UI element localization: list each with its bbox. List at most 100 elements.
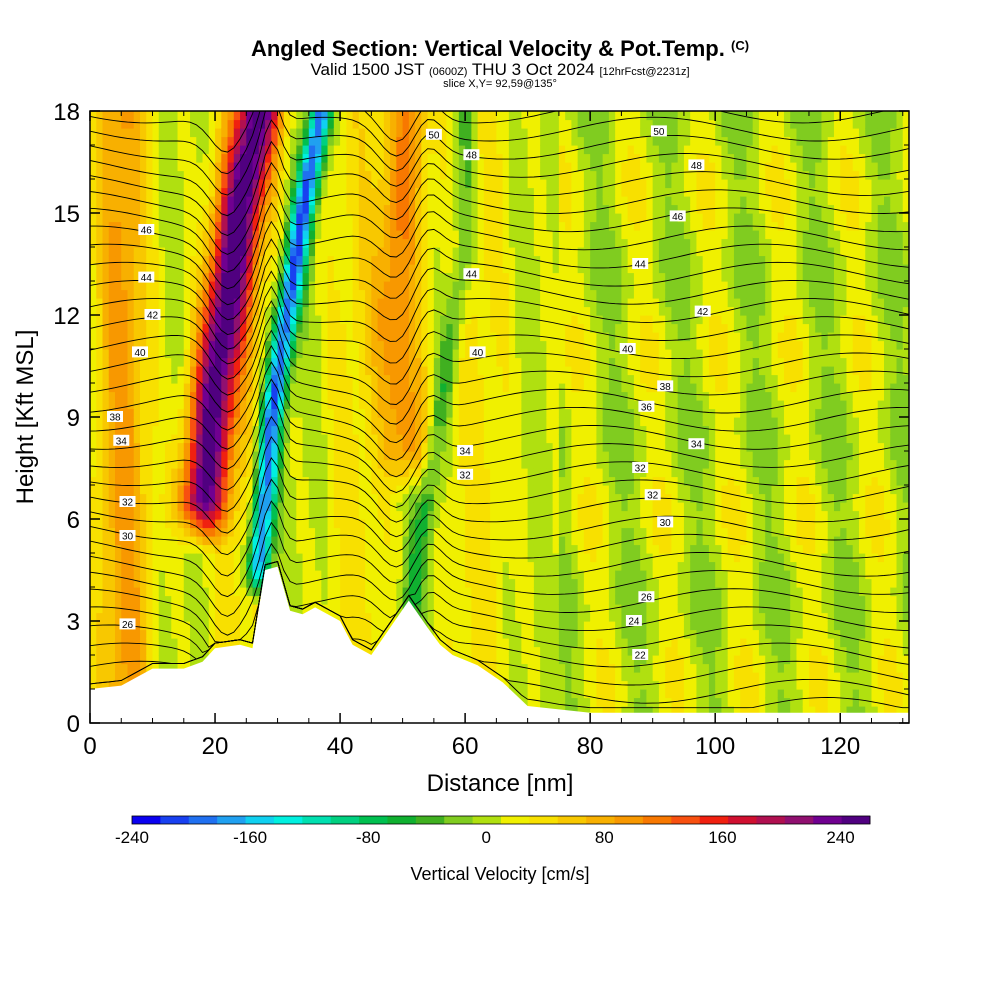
velocity-cell xyxy=(102,374,110,384)
velocity-cell xyxy=(252,332,260,342)
velocity-cell xyxy=(290,502,297,512)
velocity-cell xyxy=(271,264,279,274)
velocity-cell xyxy=(496,119,504,129)
velocity-cell xyxy=(115,400,122,410)
velocity-cell xyxy=(233,408,241,418)
velocity-cell xyxy=(308,247,316,257)
velocity-cell xyxy=(502,230,510,240)
velocity-cell xyxy=(371,255,379,265)
velocity-cell xyxy=(371,417,379,427)
velocity-cell xyxy=(508,561,516,571)
velocity-cell xyxy=(508,425,516,435)
velocity-cell xyxy=(346,196,354,206)
velocity-cell xyxy=(308,442,316,452)
velocity-cell xyxy=(458,128,466,138)
velocity-cell xyxy=(446,544,454,554)
velocity-cell xyxy=(133,417,141,427)
velocity-cell xyxy=(258,570,266,580)
velocity-cell xyxy=(408,264,416,274)
velocity-cell xyxy=(133,442,141,452)
velocity-cell xyxy=(283,162,291,172)
velocity-cell xyxy=(90,476,97,486)
velocity-cell xyxy=(458,289,466,299)
velocity-cell xyxy=(390,468,397,478)
velocity-cell xyxy=(402,332,410,342)
velocity-cell xyxy=(102,544,110,554)
velocity-cell xyxy=(358,340,366,350)
velocity-cell xyxy=(390,281,397,291)
velocity-cell xyxy=(177,468,185,478)
velocity-cell xyxy=(296,408,304,418)
velocity-cell xyxy=(246,510,254,520)
velocity-cell xyxy=(315,162,322,172)
velocity-cell xyxy=(465,604,472,614)
velocity-cell xyxy=(115,255,122,265)
velocity-cell xyxy=(490,119,497,129)
velocity-cell xyxy=(215,485,222,495)
velocity-cell xyxy=(121,400,129,410)
velocity-cell xyxy=(496,476,504,486)
velocity-cell xyxy=(108,366,116,376)
velocity-cell xyxy=(127,349,135,359)
velocity-cell xyxy=(446,111,454,121)
velocity-cell xyxy=(196,255,204,265)
velocity-cell xyxy=(102,663,110,673)
velocity-cell xyxy=(146,646,154,656)
velocity-cell xyxy=(452,468,460,478)
velocity-cell xyxy=(146,570,154,580)
velocity-cell xyxy=(283,281,291,291)
velocity-cell xyxy=(233,247,241,257)
velocity-cell xyxy=(333,536,341,546)
velocity-cell xyxy=(521,672,529,682)
velocity-cell xyxy=(115,502,122,512)
velocity-cell xyxy=(202,553,210,563)
velocity-cell xyxy=(333,485,341,495)
velocity-cell xyxy=(152,510,160,520)
velocity-cell xyxy=(183,332,191,342)
velocity-cell xyxy=(496,527,504,537)
velocity-cell xyxy=(183,408,191,418)
velocity-cell xyxy=(165,162,172,172)
velocity-cell xyxy=(96,111,104,121)
velocity-cell xyxy=(208,595,216,605)
velocity-cell xyxy=(252,196,260,206)
velocity-cell xyxy=(190,162,197,172)
velocity-cell xyxy=(490,196,497,206)
velocity-cell xyxy=(377,459,385,469)
velocity-cell xyxy=(290,570,297,580)
velocity-cell xyxy=(290,196,297,206)
velocity-cell xyxy=(433,187,441,197)
velocity-cell xyxy=(152,425,160,435)
velocity-cell xyxy=(265,264,272,274)
velocity-cell xyxy=(333,196,341,206)
velocity-cell xyxy=(483,119,491,129)
velocity-cell xyxy=(402,553,410,563)
velocity-cell xyxy=(127,510,135,520)
velocity-cell xyxy=(465,221,472,231)
velocity-cell xyxy=(377,374,385,384)
velocity-cell xyxy=(333,502,341,512)
velocity-cell xyxy=(152,502,160,512)
velocity-cell xyxy=(190,476,197,486)
velocity-cell xyxy=(427,442,435,452)
velocity-cell xyxy=(102,561,110,571)
velocity-cell xyxy=(515,621,522,631)
velocity-cell xyxy=(333,323,341,333)
velocity-cell xyxy=(302,468,310,478)
velocity-cell xyxy=(108,383,116,393)
velocity-cell xyxy=(427,289,435,299)
velocity-cell xyxy=(477,621,485,631)
velocity-cell xyxy=(471,502,479,512)
velocity-cell xyxy=(302,238,310,248)
velocity-cell xyxy=(240,595,247,605)
velocity-cell xyxy=(183,179,191,189)
velocity-cell xyxy=(202,604,210,614)
velocity-cell xyxy=(346,357,354,367)
velocity-cell xyxy=(283,570,291,580)
velocity-cell xyxy=(458,204,466,214)
velocity-cell xyxy=(177,629,185,639)
velocity-cell xyxy=(196,502,204,512)
velocity-cell xyxy=(340,204,347,214)
velocity-cell xyxy=(115,187,122,197)
velocity-cell xyxy=(402,196,410,206)
